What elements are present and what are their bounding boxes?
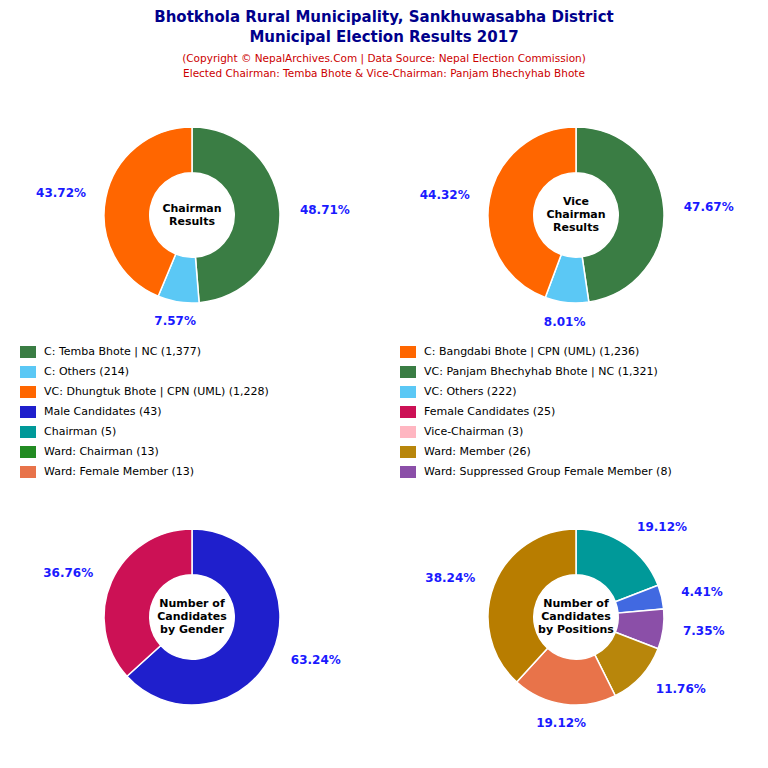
legend-item: C: Temba Bhote | NC (1,377) <box>20 345 201 358</box>
center-label: ChairmanResults <box>162 202 221 228</box>
subtitle: Elected Chairman: Temba Bhote & Vice-Cha… <box>183 67 585 79</box>
legend-label: Ward: Female Member (13) <box>44 465 194 478</box>
legend-swatch <box>20 366 36 378</box>
legend-swatch <box>400 466 416 478</box>
legend-swatch <box>20 446 36 458</box>
legend-item: VC: Dhungtuk Bhote | CPN (UML) (1,228) <box>20 385 269 398</box>
legend-item: Chairman (5) <box>20 425 116 438</box>
legend-label: Female Candidates (25) <box>424 405 555 418</box>
legend-label: Chairman (5) <box>44 425 116 438</box>
legend-label: VC: Panjam Bhechyhab Bhote | NC (1,321) <box>424 365 658 378</box>
center-label: Number ofCandidatesby Positions <box>538 597 614 636</box>
legend-item: Vice-Chairman (3) <box>400 425 523 438</box>
data-label: 43.72% <box>36 186 86 200</box>
legend-swatch <box>20 466 36 478</box>
donut-chart <box>104 529 280 705</box>
legend-item: Ward: Suppressed Group Female Member (8) <box>400 465 672 478</box>
center-label: Number ofCandidatesby Gender <box>157 597 227 636</box>
legend-swatch <box>20 346 36 358</box>
title: Bhotkhola Rural Municipality, Sankhuwasa… <box>154 8 613 26</box>
legend-item: C: Bangdabi Bhote | CPN (UML) (1,236) <box>400 345 639 358</box>
data-label: 19.12% <box>536 716 586 730</box>
donut-chart <box>488 127 664 303</box>
donut-chart <box>104 127 280 303</box>
data-label: 7.57% <box>154 314 196 328</box>
legend-swatch <box>400 426 416 438</box>
legend-label: VC: Others (222) <box>424 385 516 398</box>
legend-item: C: Others (214) <box>20 365 129 378</box>
data-label: 63.24% <box>291 653 341 667</box>
data-label: 8.01% <box>544 315 586 329</box>
legend-item: VC: Others (222) <box>400 385 516 398</box>
data-label: 44.32% <box>420 188 470 202</box>
legend-label: C: Bangdabi Bhote | CPN (UML) (1,236) <box>424 345 639 358</box>
legend: C: Temba Bhote | NC (1,377) C: Others (21… <box>20 345 672 478</box>
data-label: 36.76% <box>43 566 93 580</box>
legend-item: Male Candidates (43) <box>20 405 162 418</box>
legend-label: Ward: Member (26) <box>424 445 531 458</box>
data-label: 11.76% <box>656 682 706 696</box>
legend-label: VC: Dhungtuk Bhote | CPN (UML) (1,228) <box>44 385 269 398</box>
legend-label: Vice-Chairman (3) <box>424 425 523 438</box>
legend-label: Ward: Suppressed Group Female Member (8) <box>424 465 672 478</box>
legend-item: Ward: Chairman (13) <box>20 445 159 458</box>
legend-label: Male Candidates (43) <box>44 405 162 418</box>
data-label: 38.24% <box>425 571 475 585</box>
legend-swatch <box>20 386 36 398</box>
data-label: 19.12% <box>637 520 687 534</box>
legend-swatch <box>400 446 416 458</box>
legend-item: Ward: Member (26) <box>400 445 531 458</box>
data-label: 47.67% <box>684 200 734 214</box>
legend-swatch <box>400 366 416 378</box>
legend-swatch <box>400 386 416 398</box>
legend-item: Female Candidates (25) <box>400 405 555 418</box>
title: Municipal Election Results 2017 <box>249 28 518 46</box>
legend-swatch <box>400 406 416 418</box>
data-label: 7.35% <box>683 624 725 638</box>
legend-label: C: Others (214) <box>44 365 129 378</box>
center-label: ViceChairmanResults <box>546 195 605 234</box>
legend-swatch <box>400 346 416 358</box>
legend-label: Ward: Chairman (13) <box>44 445 159 458</box>
data-label: 48.71% <box>300 203 350 217</box>
background <box>0 0 768 768</box>
subtitle: (Copyright © NepalArchives.Com | Data So… <box>182 52 586 65</box>
data-labels: 19.12% 4.41% 7.35% 11.76% 19.12% 38.24% <box>425 520 724 730</box>
legend-item: Ward: Female Member (13) <box>20 465 194 478</box>
data-labels: 47.67% 8.01% 44.32% <box>420 188 734 329</box>
data-labels: 48.71% 7.57% 43.72% <box>36 186 350 328</box>
legend-swatch <box>20 426 36 438</box>
data-labels: 63.24% 36.76% <box>43 566 341 667</box>
chart-root: Bhotkhola Rural Municipality, Sankhuwasa… <box>0 0 768 768</box>
donut-chart <box>488 529 664 705</box>
legend-label: C: Temba Bhote | NC (1,377) <box>44 345 201 358</box>
legend-item: VC: Panjam Bhechyhab Bhote | NC (1,321) <box>400 365 658 378</box>
data-label: 4.41% <box>681 585 723 599</box>
legend-swatch <box>20 406 36 418</box>
